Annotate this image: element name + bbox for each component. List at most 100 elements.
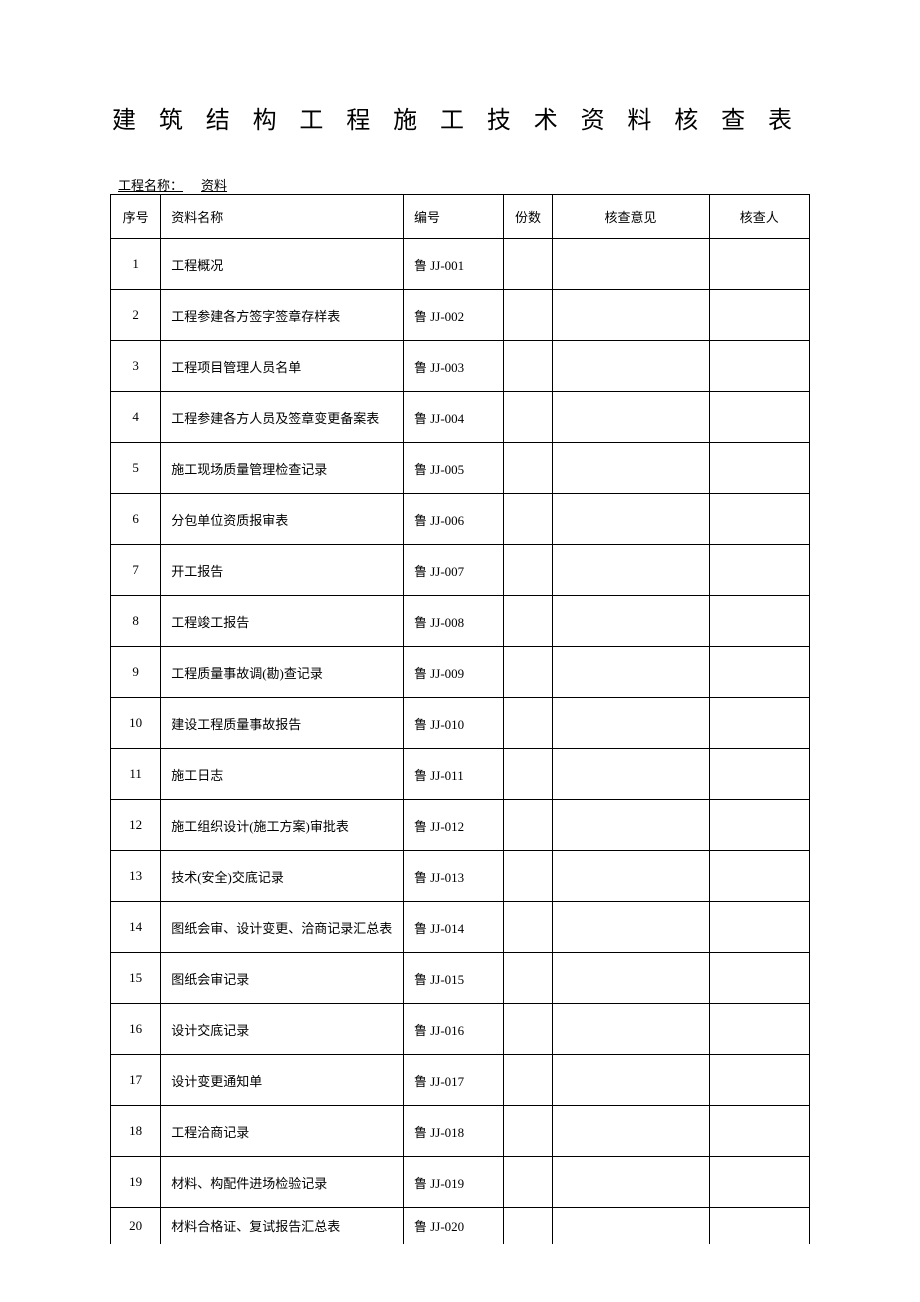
cell-seq: 12 [111,800,161,851]
cell-copies [504,800,552,851]
cell-name: 工程概况 [161,239,404,290]
cell-opinion [552,443,709,494]
cell-seq: 20 [111,1208,161,1244]
table-row: 20材料合格证、复试报告汇总表鲁 JJ-020 [111,1208,810,1244]
cell-opinion [552,596,709,647]
table-header-row: 序号 资料名称 编号 份数 核查意见 核查人 [111,195,810,239]
cell-code: 鲁 JJ-004 [403,392,503,443]
cell-code: 鲁 JJ-010 [403,698,503,749]
col-header-opinion: 核查意见 [552,195,709,239]
cell-name: 工程项目管理人员名单 [161,341,404,392]
cell-seq: 18 [111,1106,161,1157]
cell-name: 设计交底记录 [161,1004,404,1055]
cell-code: 鲁 JJ-014 [403,902,503,953]
cell-checker [709,698,809,749]
cell-checker [709,392,809,443]
table-row: 7开工报告鲁 JJ-007 [111,545,810,596]
cell-opinion [552,1004,709,1055]
cell-opinion [552,749,709,800]
cell-seq: 17 [111,1055,161,1106]
table-row: 12施工组织设计(施工方案)审批表鲁 JJ-012 [111,800,810,851]
cell-checker [709,290,809,341]
cell-opinion [552,1055,709,1106]
cell-checker [709,1208,809,1244]
cell-opinion [552,851,709,902]
cell-seq: 16 [111,1004,161,1055]
cell-copies [504,1106,552,1157]
cell-seq: 9 [111,647,161,698]
cell-code: 鲁 JJ-009 [403,647,503,698]
cell-code: 鲁 JJ-018 [403,1106,503,1157]
cell-code: 鲁 JJ-013 [403,851,503,902]
cell-seq: 2 [111,290,161,341]
cell-copies [504,1055,552,1106]
table-row: 15图纸会审记录鲁 JJ-015 [111,953,810,1004]
cell-name: 材料、构配件进场检验记录 [161,1157,404,1208]
cell-name: 施工现场质量管理检查记录 [161,443,404,494]
cell-name: 工程洽商记录 [161,1106,404,1157]
cell-code: 鲁 JJ-005 [403,443,503,494]
cell-copies [504,647,552,698]
table-row: 11施工日志鲁 JJ-011 [111,749,810,800]
cell-checker [709,443,809,494]
cell-opinion [552,953,709,1004]
cell-code: 鲁 JJ-017 [403,1055,503,1106]
cell-name: 设计变更通知单 [161,1055,404,1106]
cell-checker [709,647,809,698]
table-row: 17设计变更通知单鲁 JJ-017 [111,1055,810,1106]
cell-name: 工程参建各方人员及签章变更备案表 [161,392,404,443]
cell-seq: 19 [111,1157,161,1208]
cell-code: 鲁 JJ-015 [403,953,503,1004]
cell-name: 工程竣工报告 [161,596,404,647]
table-row: 8工程竣工报告鲁 JJ-008 [111,596,810,647]
cell-code: 鲁 JJ-002 [403,290,503,341]
page-title: 建筑结构工程施工技术资料核查表 [110,100,810,135]
cell-code: 鲁 JJ-016 [403,1004,503,1055]
cell-copies [504,443,552,494]
cell-copies [504,902,552,953]
cell-copies [504,1208,552,1244]
cell-copies [504,749,552,800]
cell-seq: 13 [111,851,161,902]
cell-opinion [552,239,709,290]
cell-checker [709,749,809,800]
cell-copies [504,341,552,392]
cell-code: 鲁 JJ-019 [403,1157,503,1208]
cell-copies [504,851,552,902]
col-header-copies: 份数 [504,195,552,239]
cell-copies [504,698,552,749]
table-row: 4工程参建各方人员及签章变更备案表鲁 JJ-004 [111,392,810,443]
cell-opinion [552,902,709,953]
cell-checker [709,1106,809,1157]
cell-code: 鲁 JJ-006 [403,494,503,545]
cell-checker [709,851,809,902]
col-header-name: 资料名称 [161,195,404,239]
project-name-label: 工程名称： [118,178,183,193]
cell-checker [709,1004,809,1055]
cell-opinion [552,647,709,698]
cell-checker [709,1055,809,1106]
cell-name: 工程质量事故调(勘)查记录 [161,647,404,698]
table-row: 18工程洽商记录鲁 JJ-018 [111,1106,810,1157]
col-header-checker: 核查人 [709,195,809,239]
cell-checker [709,1157,809,1208]
cell-copies [504,1004,552,1055]
cell-seq: 6 [111,494,161,545]
cell-code: 鲁 JJ-008 [403,596,503,647]
cell-name: 图纸会审、设计变更、洽商记录汇总表 [161,902,404,953]
cell-checker [709,494,809,545]
table-row: 14图纸会审、设计变更、洽商记录汇总表鲁 JJ-014 [111,902,810,953]
cell-opinion [552,494,709,545]
cell-copies [504,290,552,341]
table-row: 3工程项目管理人员名单鲁 JJ-003 [111,341,810,392]
cell-opinion [552,1157,709,1208]
cell-opinion [552,698,709,749]
cell-name: 图纸会审记录 [161,953,404,1004]
cell-code: 鲁 JJ-011 [403,749,503,800]
cell-seq: 14 [111,902,161,953]
cell-seq: 4 [111,392,161,443]
cell-code: 鲁 JJ-003 [403,341,503,392]
cell-checker [709,239,809,290]
cell-code: 鲁 JJ-020 [403,1208,503,1244]
cell-name: 开工报告 [161,545,404,596]
